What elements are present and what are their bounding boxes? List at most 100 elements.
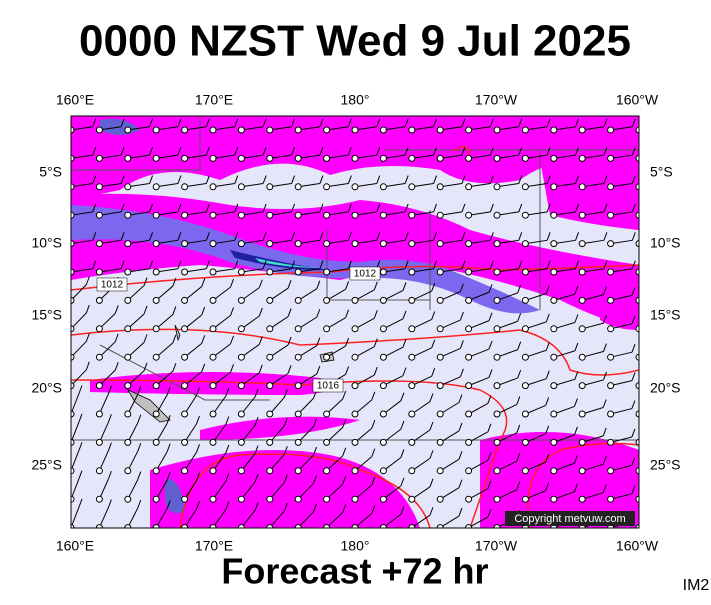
barb-staff [383, 318, 404, 330]
barb-feather [166, 415, 171, 424]
barb-station [71, 382, 75, 390]
barb-feather [205, 203, 210, 213]
barb-feather [546, 203, 551, 213]
barb-feather [404, 118, 409, 127]
barb-feather [225, 501, 230, 510]
barb-station [408, 211, 416, 219]
barb-station [578, 410, 586, 418]
barb-station [294, 495, 302, 503]
barb-feather [196, 500, 200, 510]
barb-staff [99, 126, 122, 131]
barb-staff [127, 450, 139, 472]
barb-staff [610, 436, 633, 443]
barb-station [408, 296, 416, 304]
wind-barbs [71, 118, 664, 528]
barb-station [266, 467, 274, 475]
barb-station [578, 382, 586, 390]
barb-staff [99, 154, 122, 159]
barb-feather [291, 203, 296, 213]
barb-staff [241, 183, 264, 188]
barb-station [521, 211, 529, 219]
barb-station [436, 268, 444, 276]
barb-staff [582, 268, 605, 273]
barb-station [237, 126, 245, 134]
lat-label: 20°S [650, 380, 681, 396]
barb-staff [638, 441, 639, 443]
barb-feather [371, 448, 376, 457]
barb-staff [212, 211, 235, 216]
barb-station [408, 438, 416, 446]
barb-feather [458, 451, 463, 460]
barb-feather [107, 385, 112, 395]
barb-feather [373, 366, 378, 376]
barb-feather [603, 175, 608, 184]
barb-staff [184, 371, 203, 386]
barb-staff [241, 344, 260, 358]
barb-station [351, 154, 359, 162]
barb-staff [496, 460, 518, 472]
barb-station [95, 296, 103, 304]
barb-staff [383, 289, 404, 301]
barb-feather [602, 399, 607, 408]
barb-staff [184, 268, 207, 273]
barb-station [635, 240, 639, 248]
barb-feather [661, 119, 664, 127]
barb-staff [553, 378, 576, 387]
barb-station [124, 410, 132, 418]
barb-feather [574, 371, 579, 380]
barb-feather [400, 506, 405, 515]
barb-feather [461, 118, 466, 127]
barb-feather [177, 232, 182, 241]
barb-station [578, 268, 586, 276]
barb-feather [573, 483, 578, 492]
barb-station [152, 211, 160, 219]
barb-station [266, 240, 274, 248]
barb-station [95, 410, 103, 418]
barb-station [152, 438, 160, 446]
barb-station [71, 467, 75, 475]
barb-feather [287, 279, 292, 289]
barb-staff [525, 154, 548, 159]
barb-staff [212, 268, 235, 273]
barb-station [379, 268, 387, 276]
barb-station [379, 296, 387, 304]
barb-staff [553, 154, 576, 159]
barb-staff [411, 183, 434, 188]
barb-feather [230, 278, 234, 288]
barb-staff [411, 514, 431, 528]
barb-station [71, 126, 75, 134]
barb-feather [85, 276, 90, 285]
barb-staff [525, 404, 546, 415]
barb-staff [184, 508, 197, 528]
footer: Forecast +72 hr [221, 551, 488, 592]
barb-staff [212, 239, 235, 245]
barb-station [237, 467, 245, 475]
barb-station [266, 353, 274, 361]
barb-staff [354, 239, 377, 245]
barb-station [408, 183, 416, 191]
barb-staff [127, 211, 150, 216]
barb-feather [120, 203, 125, 213]
barb-staff [269, 183, 292, 188]
barb-station [71, 325, 75, 333]
barb-station [465, 495, 473, 503]
barb-feather [573, 398, 578, 407]
barb-feather [345, 366, 350, 375]
barb-station [465, 438, 473, 446]
barb-feather [92, 175, 97, 184]
barb-feather [347, 175, 352, 184]
barb-staff [127, 126, 150, 131]
barb-staff [99, 369, 116, 386]
lon-label: 170°E [195, 92, 233, 108]
barb-station [323, 211, 331, 219]
copyright: Copyright metvuw.com [514, 513, 625, 525]
barb-staff [184, 423, 197, 443]
barb-feather [166, 471, 171, 481]
barb-feather [120, 232, 125, 241]
barb-station [181, 211, 189, 219]
barb-feather [371, 476, 376, 486]
barb-staff [411, 154, 434, 159]
barb-staff [71, 312, 87, 330]
barb-station [436, 240, 444, 248]
barb-feather [92, 232, 97, 241]
